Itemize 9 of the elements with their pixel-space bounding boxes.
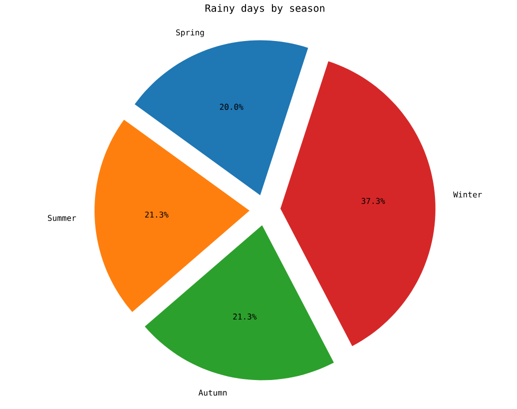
data-label: 21.3% xyxy=(145,212,169,218)
slice-label: Winter xyxy=(453,191,482,198)
slice-label: Autumn xyxy=(198,390,227,396)
data-label: 37.3% xyxy=(362,198,386,204)
slice-label: Spring xyxy=(176,29,204,38)
data-label: 20.0% xyxy=(220,104,244,110)
chart-title: Rainy days by season xyxy=(206,4,324,14)
data-label: 21.3% xyxy=(233,314,257,320)
slice-label: Summer xyxy=(48,214,76,221)
